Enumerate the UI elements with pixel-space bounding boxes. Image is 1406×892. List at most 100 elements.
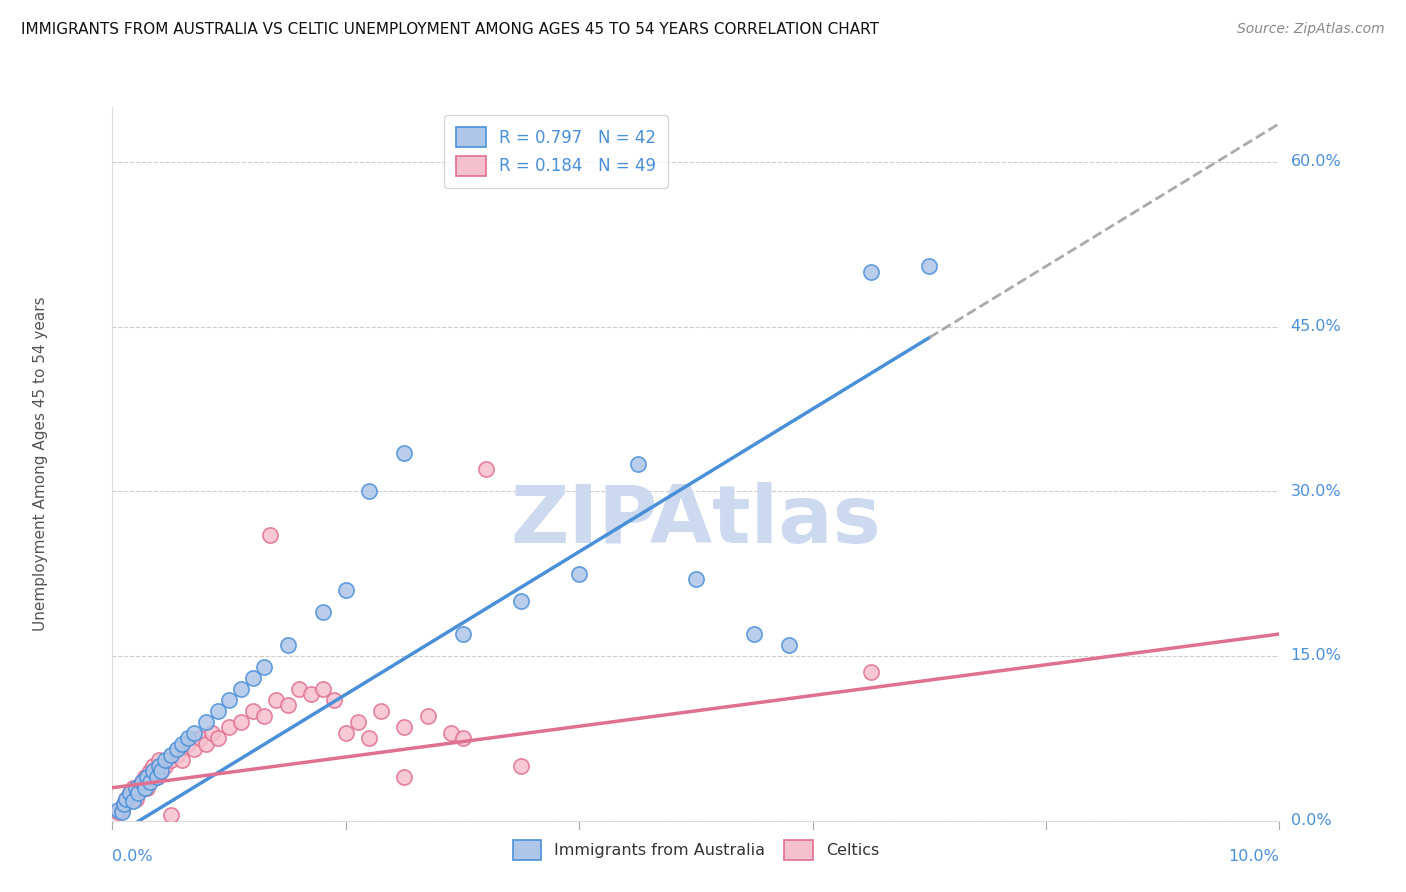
Point	[153, 758, 176, 772]
Point	[201, 726, 224, 740]
Point	[118, 786, 141, 800]
Point	[359, 731, 381, 746]
Point	[218, 720, 240, 734]
Point	[207, 704, 229, 718]
Point	[509, 594, 531, 608]
Point	[183, 726, 205, 740]
Point	[288, 681, 311, 696]
Point	[122, 794, 145, 808]
Point	[160, 753, 183, 767]
Point	[134, 780, 156, 795]
Point	[146, 770, 169, 784]
Point	[509, 758, 531, 772]
Point	[136, 770, 159, 784]
Point	[112, 797, 135, 812]
Point	[742, 627, 765, 641]
Point	[416, 709, 439, 723]
Text: IMMIGRANTS FROM AUSTRALIA VS CELTIC UNEMPLOYMENT AMONG AGES 45 TO 54 YEARS CORRE: IMMIGRANTS FROM AUSTRALIA VS CELTIC UNEM…	[21, 22, 879, 37]
Point	[131, 775, 153, 789]
Point	[335, 726, 357, 740]
Point	[918, 259, 941, 273]
Text: 60.0%: 60.0%	[1291, 154, 1341, 169]
Text: 30.0%: 30.0%	[1291, 483, 1341, 499]
Point	[346, 714, 368, 729]
Point	[148, 753, 170, 767]
Point	[276, 698, 298, 713]
Point	[311, 681, 333, 696]
Point	[335, 583, 357, 598]
Point	[392, 446, 416, 460]
Point	[136, 780, 159, 795]
Point	[142, 764, 165, 779]
Point	[229, 681, 252, 696]
Point	[194, 714, 217, 729]
Point	[139, 775, 162, 789]
Point	[229, 714, 252, 729]
Point	[194, 737, 217, 751]
Legend: Immigrants from Australia, Celtics: Immigrants from Australia, Celtics	[506, 834, 886, 866]
Point	[111, 803, 134, 817]
Point	[177, 731, 200, 746]
Point	[778, 638, 800, 652]
Point	[115, 791, 138, 805]
Point	[177, 737, 200, 751]
Point	[122, 780, 145, 795]
Point	[859, 265, 883, 279]
Point	[131, 775, 153, 789]
Point	[160, 808, 183, 822]
Point	[111, 805, 134, 819]
Point	[166, 747, 188, 762]
Point	[451, 731, 474, 746]
Point	[253, 709, 276, 723]
Point	[172, 753, 194, 767]
Point	[568, 566, 591, 581]
Point	[392, 720, 416, 734]
Point	[146, 770, 169, 784]
Text: 0.0%: 0.0%	[1291, 814, 1331, 828]
Point	[107, 805, 129, 819]
Point	[125, 791, 148, 805]
Point	[242, 671, 264, 685]
Text: Source: ZipAtlas.com: Source: ZipAtlas.com	[1237, 22, 1385, 37]
Point	[118, 786, 141, 800]
Point	[311, 605, 333, 619]
Point	[451, 627, 474, 641]
Point	[139, 764, 162, 779]
Point	[115, 791, 138, 805]
Point	[148, 758, 170, 772]
Point	[475, 462, 498, 476]
Text: 0.0%: 0.0%	[112, 849, 153, 864]
Point	[276, 638, 298, 652]
Point	[626, 457, 648, 471]
Point	[183, 742, 205, 756]
Point	[685, 572, 707, 586]
Point	[150, 764, 173, 779]
Text: ZIPAtlas: ZIPAtlas	[510, 482, 882, 560]
Text: 15.0%: 15.0%	[1291, 648, 1341, 664]
Point	[150, 764, 173, 779]
Point	[440, 726, 463, 740]
Point	[207, 731, 229, 746]
Point	[323, 693, 346, 707]
Point	[166, 742, 188, 756]
Text: Unemployment Among Ages 45 to 54 years: Unemployment Among Ages 45 to 54 years	[34, 296, 48, 632]
Point	[125, 780, 148, 795]
Point	[242, 704, 264, 718]
Point	[142, 758, 165, 772]
Point	[107, 803, 129, 817]
Point	[172, 737, 194, 751]
Point	[127, 786, 149, 800]
Text: 10.0%: 10.0%	[1229, 849, 1279, 864]
Point	[127, 783, 149, 797]
Point	[859, 665, 883, 680]
Point	[264, 693, 287, 707]
Point	[299, 687, 322, 701]
Point	[370, 704, 392, 718]
Point	[392, 770, 416, 784]
Point	[112, 797, 135, 812]
Point	[160, 747, 183, 762]
Text: 45.0%: 45.0%	[1291, 319, 1341, 334]
Point	[188, 731, 211, 746]
Point	[359, 484, 381, 499]
Point	[259, 528, 281, 542]
